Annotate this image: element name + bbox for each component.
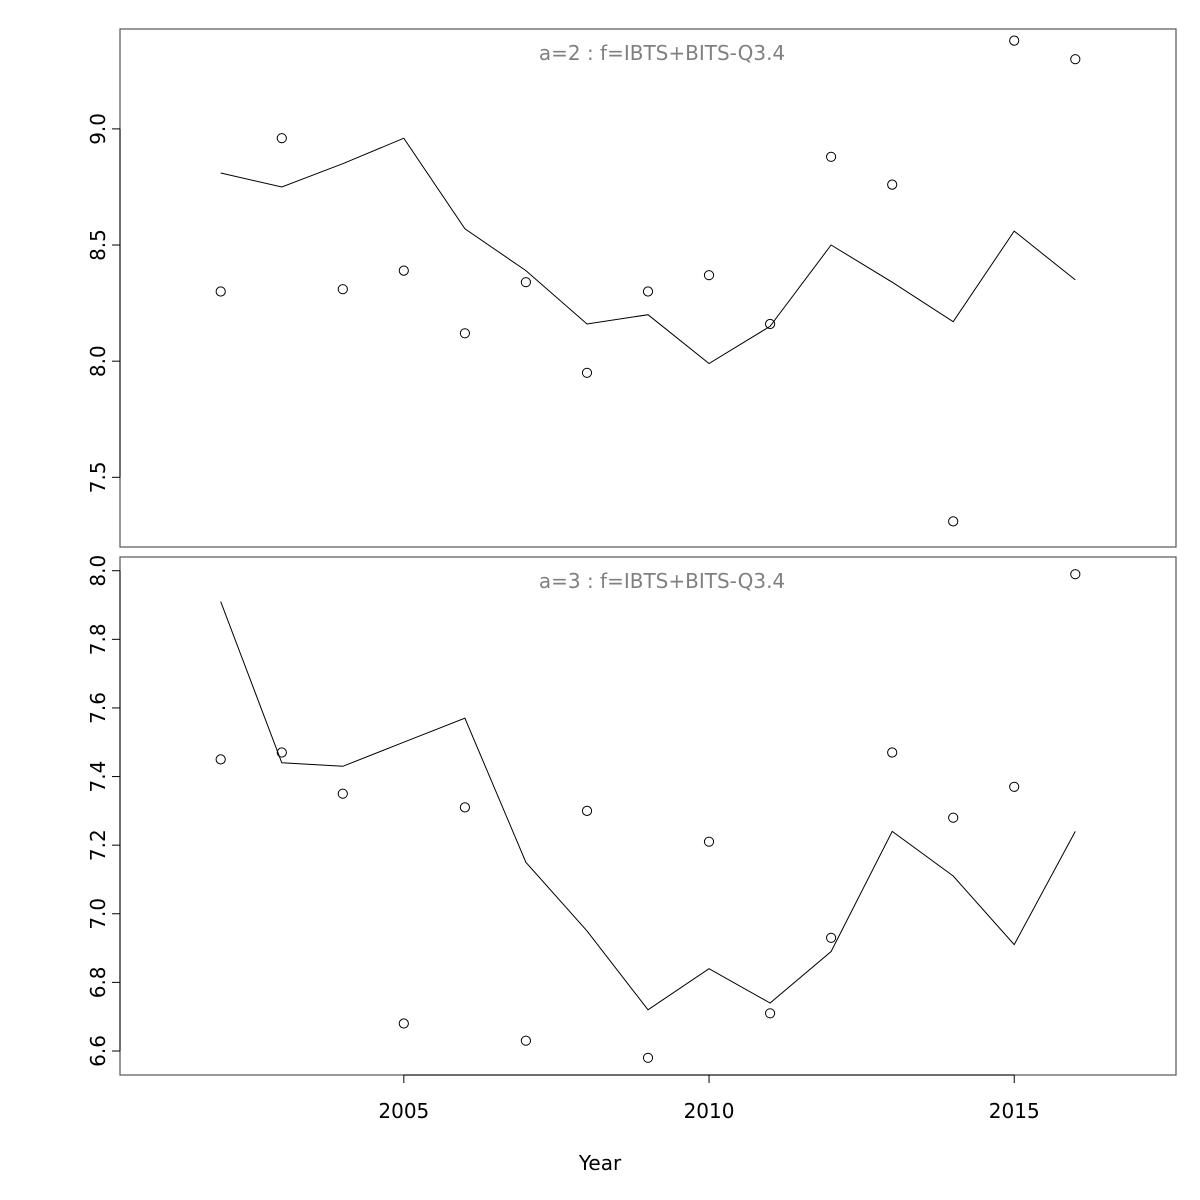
panel-age-2: a=2 : f=IBTS+BITS-Q3.4 7.5 8.0 8.5 9.0 <box>86 28 1177 548</box>
y-tick-label: 7.0 <box>86 898 110 930</box>
observed-point <box>826 151 837 162</box>
y-tick-label: 8.0 <box>86 345 110 377</box>
observed-point <box>948 516 959 527</box>
y-tick-label: 6.8 <box>86 966 110 998</box>
observed-point <box>215 286 226 297</box>
observed-point <box>581 805 593 817</box>
observed-point <box>459 328 470 339</box>
observed-point <box>826 932 837 943</box>
y-tick-label: 7.4 <box>86 761 110 793</box>
observed-point <box>398 265 409 276</box>
y-tick-label: 8.0 <box>86 555 110 587</box>
observed-point <box>520 1035 532 1046</box>
plot-frame <box>119 28 1177 548</box>
panel-title: a=3 : f=IBTS+BITS-Q3.4 <box>539 569 785 593</box>
observed-point <box>337 788 348 799</box>
observed-point <box>398 1018 409 1029</box>
observed-point <box>887 747 898 758</box>
panel-age-3: a=3 : f=IBTS+BITS-Q3.4 6.6 6.8 7.0 7.2 7.4 7.… <box>86 555 1177 1123</box>
y-tick-label: 7.2 <box>86 829 110 861</box>
observed-point <box>642 1052 654 1063</box>
observed-point <box>1070 54 1081 65</box>
y-tick-label: 6.6 <box>86 1035 110 1067</box>
observed-point <box>1070 569 1081 580</box>
y-tick-label: 7.8 <box>86 623 110 655</box>
observed-point <box>703 836 715 847</box>
observed-point <box>459 802 470 813</box>
observed-point <box>276 133 287 144</box>
y-tick-label: 7.6 <box>86 692 110 724</box>
observed-point <box>948 812 959 823</box>
plot-frame <box>119 556 1177 1076</box>
fitted-line <box>220 137 1076 365</box>
observed-point <box>1009 35 1020 46</box>
x-tick-label: 2015 <box>989 1099 1040 1123</box>
observed-point <box>520 277 532 288</box>
observed-point <box>642 286 654 297</box>
x-axis-label: Year <box>578 1151 622 1175</box>
observed-point <box>1009 781 1020 792</box>
y-tick-label: 8.5 <box>86 229 110 261</box>
fitted-line <box>220 601 1076 1011</box>
x-tick-label: 2005 <box>378 1099 429 1123</box>
observed-point <box>215 754 226 765</box>
x-tick-label: 2010 <box>684 1099 735 1123</box>
observed-point <box>337 284 348 295</box>
observed-point <box>765 1008 776 1019</box>
observed-point <box>887 179 898 190</box>
observed-point <box>581 367 593 378</box>
y-tick-label: 9.0 <box>86 113 110 145</box>
observed-point <box>276 747 287 758</box>
observed-point <box>765 318 776 330</box>
y-tick-label: 7.5 <box>86 461 110 493</box>
observed-point <box>703 270 715 281</box>
panel-title: a=2 : f=IBTS+BITS-Q3.4 <box>539 41 785 65</box>
